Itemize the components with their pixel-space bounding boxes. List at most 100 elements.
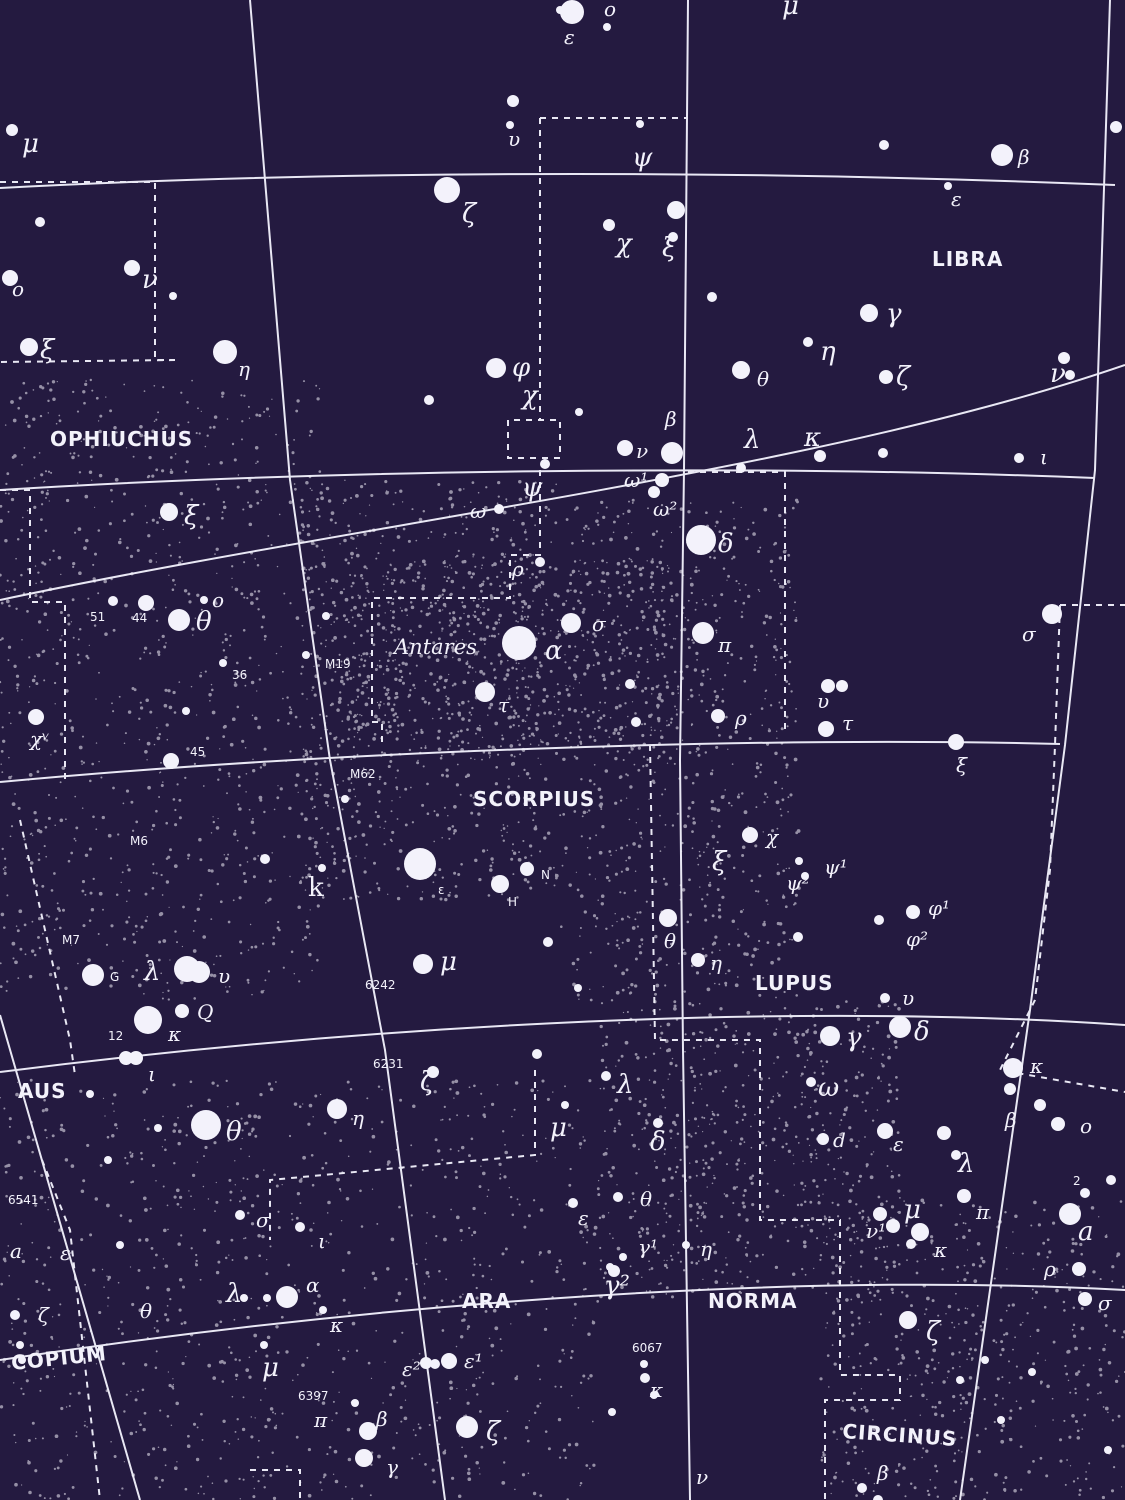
- milky-way-speck: [739, 1142, 742, 1146]
- milky-way-speck: [142, 1196, 147, 1201]
- milky-way-speck: [742, 601, 746, 605]
- milky-way-speck: [93, 580, 96, 583]
- milky-way-speck: [17, 1298, 20, 1301]
- milky-way-speck: [163, 1228, 167, 1233]
- milky-way-speck: [776, 1055, 780, 1059]
- milky-way-speck: [634, 1020, 638, 1023]
- milky-way-speck: [473, 1084, 476, 1088]
- milky-way-speck: [322, 602, 325, 605]
- milky-way-speck: [437, 1459, 440, 1462]
- milky-way-speck: [823, 1241, 825, 1244]
- milky-way-speck: [290, 708, 293, 711]
- milky-way-speck: [634, 679, 636, 682]
- milky-way-speck: [702, 1159, 705, 1162]
- milky-way-speck: [650, 729, 653, 731]
- milky-way-speck: [311, 969, 313, 972]
- milky-way-speck: [423, 700, 427, 704]
- milky-way-speck: [138, 1238, 142, 1242]
- milky-way-speck: [900, 1339, 902, 1341]
- milky-way-speck: [459, 1295, 462, 1299]
- milky-way-speck: [358, 665, 361, 668]
- milky-way-speck: [855, 1230, 858, 1233]
- milky-way-speck: [160, 873, 163, 877]
- milky-way-speck: [775, 674, 777, 676]
- milky-way-speck: [748, 737, 752, 740]
- milky-way-speck: [689, 502, 692, 504]
- milky-way-speck: [166, 1287, 171, 1292]
- milky-way-speck: [773, 1032, 777, 1036]
- milky-way-speck: [190, 1247, 193, 1250]
- milky-way-speck: [560, 1385, 563, 1388]
- milky-way-speck: [506, 1410, 509, 1413]
- milky-way-speck: [491, 1382, 495, 1385]
- milky-way-speck: [230, 1238, 234, 1242]
- milky-way-speck: [92, 563, 95, 566]
- milky-way-speck: [858, 1352, 861, 1355]
- milky-way-speck: [184, 776, 187, 780]
- milky-way-speck: [650, 713, 653, 717]
- milky-way-speck: [92, 1268, 96, 1272]
- milky-way-speck: [471, 481, 475, 484]
- milky-way-speck: [718, 983, 721, 986]
- milky-way-speck: [325, 639, 327, 642]
- milky-way-speck: [583, 707, 587, 711]
- milky-way-speck: [780, 706, 783, 710]
- milky-way-speck: [299, 1202, 302, 1205]
- milky-way-speck: [793, 757, 798, 762]
- milky-way-speck: [711, 703, 715, 707]
- milky-way-speck: [666, 1266, 669, 1269]
- milky-way-speck: [704, 751, 708, 754]
- milky-way-speck: [370, 633, 374, 637]
- milky-way-speck: [647, 507, 649, 510]
- milky-way-speck: [403, 1416, 408, 1421]
- milky-way-speck: [538, 1253, 541, 1256]
- milky-way-speck: [251, 714, 254, 717]
- milky-way-speck: [393, 638, 397, 642]
- milky-way-speck: [394, 1475, 398, 1480]
- milky-way-speck: [45, 1375, 50, 1379]
- milky-way-speck: [557, 691, 562, 696]
- milky-way-speck: [674, 705, 676, 708]
- milky-way-speck: [249, 923, 252, 926]
- milky-way-speck: [510, 762, 515, 766]
- milky-way-speck: [503, 581, 507, 585]
- milky-way-speck: [614, 872, 618, 876]
- milky-way-speck: [848, 1126, 852, 1130]
- milky-way-speck: [251, 817, 254, 820]
- milky-way-speck: [306, 698, 308, 700]
- milky-way-speck: [1005, 1332, 1009, 1336]
- milky-way-speck: [65, 818, 67, 821]
- milky-way-speck: [343, 839, 345, 842]
- milky-way-speck: [780, 647, 782, 650]
- milky-way-speck: [47, 399, 50, 403]
- milky-way-speck: [210, 918, 213, 920]
- milky-way-speck: [420, 746, 423, 750]
- milky-way-speck: [582, 1136, 584, 1138]
- milky-way-speck: [438, 642, 441, 644]
- milky-way-speck: [1043, 1208, 1046, 1212]
- milky-way-speck: [760, 707, 764, 710]
- milky-way-speck: [143, 390, 146, 392]
- milky-way-speck: [310, 797, 314, 801]
- milky-way-speck: [10, 1322, 13, 1325]
- milky-way-speck: [55, 796, 58, 799]
- milky-way-speck: [205, 736, 210, 740]
- milky-way-speck: [583, 1288, 585, 1291]
- milky-way-speck: [235, 1378, 238, 1381]
- milky-way-speck: [214, 602, 218, 605]
- milky-way-speck: [300, 672, 303, 675]
- milky-way-speck: [841, 1480, 844, 1483]
- milky-way-speck: [352, 676, 355, 678]
- milky-way-speck: [632, 744, 636, 748]
- milky-way-speck: [526, 618, 528, 621]
- milky-way-speck: [679, 898, 682, 901]
- milky-way-speck: [574, 645, 577, 648]
- milky-way-speck: [510, 705, 513, 708]
- milky-way-speck: [299, 505, 303, 509]
- milky-way-speck: [741, 1118, 744, 1121]
- milky-way-speck: [62, 1128, 66, 1133]
- milky-way-speck: [422, 765, 425, 768]
- milky-way-speck: [499, 1177, 502, 1180]
- milky-way-speck: [257, 589, 261, 593]
- milky-way-speck: [359, 714, 361, 716]
